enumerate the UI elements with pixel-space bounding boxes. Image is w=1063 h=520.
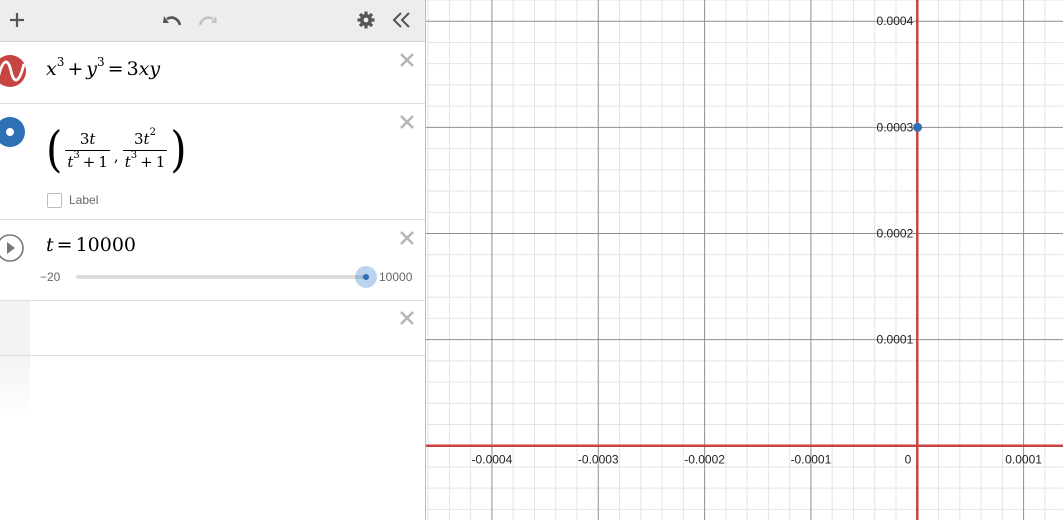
fraction-y: 3t2 t3 +1 [122,126,168,171]
redo-button[interactable] [194,6,222,34]
gear-icon [357,11,375,29]
expression-row-slider[interactable]: t = 10000 −20 10000 [0,220,425,301]
y-tick-label: 0.0003 [877,120,914,134]
fraction-x: 3t t3 +1 [65,129,110,171]
panel-gutter-fade [0,356,30,416]
close-icon [400,53,414,67]
graph-paper[interactable]: -0.0004 -0.0003 -0.0002 -0.0001 0 0.0001 0.000… [425,0,1063,520]
delete-expression-button[interactable] [397,50,417,70]
expression-panel: x3 + y3 = 3xy ( 3t t3 +1 , 3t2 t3 +1 [0,0,425,520]
expression-input-curve[interactable]: x3 + y3 = 3xy [46,55,161,80]
undo-button[interactable] [158,6,186,34]
play-icon[interactable] [0,220,30,280]
collapse-panel-button[interactable] [387,6,415,34]
expression-gutter [0,104,30,219]
expression-row-curve[interactable]: x3 + y3 = 3xy [0,42,425,104]
x-tick-label: -0.0004 [472,453,513,467]
curve-icon[interactable] [0,42,30,104]
x-tick-label: 0 [905,453,912,467]
tick-labels: -0.0004 -0.0003 -0.0002 -0.0001 0 0.0001 0.000… [472,14,1043,466]
slider-track[interactable] [76,275,366,279]
graph-point[interactable] [913,122,923,132]
expression-input-slider[interactable]: t = 10000 [46,234,137,256]
x-tick-label: 0.0001 [1005,453,1042,467]
expression-row-point[interactable]: ( 3t t3 +1 , 3t2 t3 +1 ) Label [0,104,425,220]
slider-min-value[interactable]: −20 [40,270,61,284]
minor-gridlines [426,0,1063,520]
double-chevron-left-icon [392,12,410,28]
slider-handle[interactable] [355,266,377,288]
delete-expression-button[interactable] [397,112,417,132]
label-checkbox-text[interactable]: Label [69,193,99,207]
label-checkbox[interactable] [47,193,62,208]
add-expression-button[interactable] [3,6,31,34]
settings-button[interactable] [352,6,380,34]
expression-toolbar [0,0,425,42]
x-tick-label: -0.0003 [578,453,619,467]
point-icon[interactable] [0,104,30,164]
plus-icon [10,13,24,27]
close-icon [400,311,414,325]
close-icon [400,231,414,245]
x-tick-label: -0.0001 [791,453,832,467]
expression-gutter [0,220,30,300]
redo-icon [198,16,217,26]
y-tick-label: 0.0004 [877,14,914,28]
delete-expression-button[interactable] [397,228,417,248]
expression-gutter [0,42,30,103]
x-tick-label: -0.0002 [684,453,725,467]
expression-row-empty[interactable] [0,301,425,356]
close-icon [400,115,414,129]
major-gridlines [426,0,1063,520]
slider-max-value[interactable]: 10000 [379,270,413,284]
point-layer[interactable] [913,122,923,132]
curve-layer [426,0,1063,520]
delete-expression-button[interactable] [397,308,417,328]
graph-canvas[interactable]: -0.0004 -0.0003 -0.0002 -0.0001 0 0.0001 0.000… [426,0,1063,520]
expression-input-point[interactable]: ( 3t t3 +1 , 3t2 t3 +1 ) [46,121,187,178]
undo-icon [163,16,182,26]
y-tick-label: 0.0002 [877,226,914,240]
y-tick-label: 0.0001 [877,333,914,347]
expression-gutter [0,301,30,355]
